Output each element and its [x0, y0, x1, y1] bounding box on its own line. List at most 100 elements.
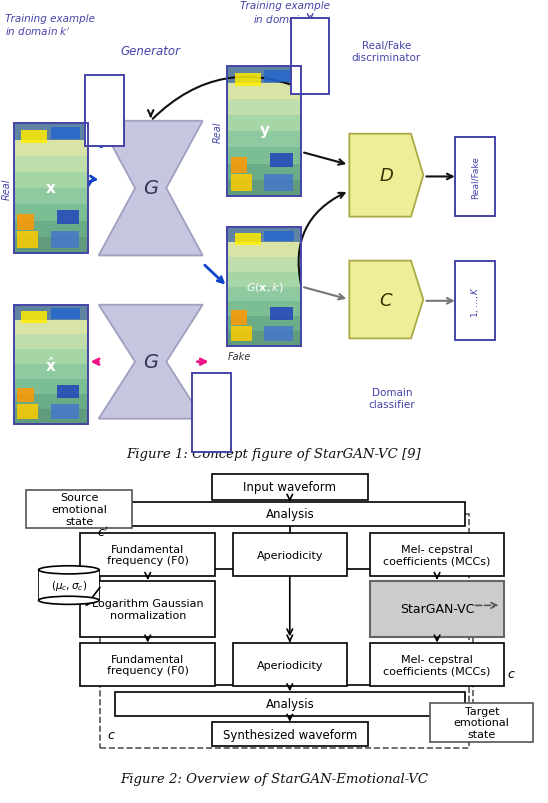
- Text: $c$: $c$: [107, 728, 116, 741]
- Text: Fake: Fake: [227, 352, 250, 362]
- FancyBboxPatch shape: [85, 75, 124, 147]
- Bar: [231, 175, 252, 191]
- Bar: [227, 116, 301, 132]
- Text: Training example
in domain $k'$: Training example in domain $k'$: [5, 14, 95, 38]
- Polygon shape: [350, 135, 424, 218]
- Text: Fundamental
frequency (F0): Fundamental frequency (F0): [107, 544, 189, 565]
- Text: $(\mu_c,\sigma_c)$: $(\mu_c,\sigma_c)$: [51, 578, 87, 593]
- FancyBboxPatch shape: [233, 643, 346, 686]
- Bar: [235, 234, 261, 246]
- Bar: [14, 410, 88, 424]
- Text: Fundamental
frequency (F0): Fundamental frequency (F0): [107, 654, 189, 675]
- Bar: [231, 327, 252, 342]
- Bar: [14, 350, 88, 365]
- Ellipse shape: [38, 597, 99, 605]
- Text: $c'$: $c'$: [97, 524, 109, 539]
- Bar: [227, 243, 301, 258]
- Text: Mel- cepstral
coefficients (MCCs): Mel- cepstral coefficients (MCCs): [384, 544, 491, 565]
- Bar: [18, 214, 33, 230]
- Text: Mel- cepstral
coefficients (MCCs): Mel- cepstral coefficients (MCCs): [384, 654, 491, 675]
- Bar: [227, 228, 301, 347]
- FancyBboxPatch shape: [115, 503, 465, 526]
- Bar: [227, 67, 301, 197]
- Text: Source
emotional
state: Source emotional state: [52, 493, 107, 526]
- FancyBboxPatch shape: [291, 18, 329, 96]
- Bar: [14, 394, 88, 410]
- Bar: [265, 71, 294, 83]
- FancyBboxPatch shape: [233, 534, 346, 577]
- Text: Synthesized waveform: Synthesized waveform: [222, 728, 357, 740]
- Bar: [14, 141, 88, 157]
- Bar: [50, 231, 79, 248]
- Bar: [227, 332, 301, 347]
- Text: $G(\mathbf{x},k)$: $G(\mathbf{x},k)$: [246, 281, 283, 294]
- Bar: [14, 305, 88, 320]
- Bar: [18, 231, 38, 248]
- Bar: [14, 124, 88, 254]
- Text: $G$: $G$: [142, 180, 159, 198]
- Bar: [14, 173, 88, 189]
- Text: Real: Real: [213, 121, 222, 143]
- Polygon shape: [99, 305, 203, 419]
- Bar: [227, 317, 301, 332]
- Bar: [56, 385, 79, 398]
- Bar: [227, 100, 301, 116]
- Bar: [18, 389, 33, 403]
- Text: Input waveform: Input waveform: [243, 481, 336, 494]
- Text: Real/Fake
discriminator: Real/Fake discriminator: [352, 41, 421, 63]
- Text: $D$: $D$: [379, 167, 394, 185]
- Bar: [21, 312, 47, 323]
- Text: $C$: $C$: [379, 291, 393, 309]
- Bar: [270, 308, 293, 320]
- Bar: [227, 132, 301, 148]
- Text: domain $k$: domain $k$: [305, 35, 316, 79]
- Text: Target
emotional
state: Target emotional state: [454, 706, 510, 739]
- Bar: [227, 148, 301, 165]
- FancyBboxPatch shape: [26, 491, 132, 528]
- Bar: [14, 238, 88, 254]
- Bar: [231, 311, 247, 325]
- Polygon shape: [99, 121, 203, 256]
- FancyBboxPatch shape: [115, 691, 465, 715]
- FancyBboxPatch shape: [430, 703, 533, 742]
- Text: domain $k$: domain $k$: [99, 89, 110, 133]
- Ellipse shape: [38, 566, 99, 574]
- Bar: [14, 380, 88, 394]
- Text: Aperiodicity: Aperiodicity: [256, 550, 323, 560]
- Bar: [56, 211, 79, 225]
- FancyBboxPatch shape: [455, 137, 495, 217]
- FancyBboxPatch shape: [81, 581, 215, 637]
- Bar: [14, 305, 88, 424]
- Bar: [227, 287, 301, 302]
- Bar: [14, 222, 88, 238]
- Text: Aperiodicity: Aperiodicity: [256, 660, 323, 670]
- Text: Domain
classifier: Domain classifier: [368, 388, 415, 410]
- Bar: [38, 570, 99, 601]
- Bar: [14, 365, 88, 380]
- Text: $c$: $c$: [506, 666, 515, 680]
- Bar: [227, 272, 301, 287]
- Bar: [265, 175, 293, 191]
- Bar: [50, 309, 81, 320]
- Bar: [50, 128, 81, 140]
- Bar: [14, 157, 88, 173]
- Bar: [21, 131, 47, 144]
- FancyBboxPatch shape: [370, 581, 504, 637]
- Bar: [265, 231, 294, 242]
- FancyBboxPatch shape: [370, 643, 504, 686]
- Bar: [14, 335, 88, 350]
- Bar: [227, 181, 301, 197]
- Text: Analysis: Analysis: [265, 507, 314, 521]
- Bar: [14, 189, 88, 205]
- Text: domain $k'$: domain $k'$: [206, 389, 217, 436]
- Text: $1, \ldots, K$: $1, \ldots, K$: [470, 285, 481, 318]
- Bar: [265, 327, 293, 342]
- FancyBboxPatch shape: [370, 534, 504, 577]
- Text: $\mathbf{y}$: $\mathbf{y}$: [259, 124, 270, 140]
- Bar: [270, 154, 293, 168]
- Bar: [14, 320, 88, 335]
- Bar: [14, 205, 88, 221]
- Text: Logarithm Gaussian
normalization: Logarithm Gaussian normalization: [92, 598, 203, 620]
- Text: Figure 2: Overview of StarGAN-Emotional-VC: Figure 2: Overview of StarGAN-Emotional-…: [120, 772, 428, 785]
- Text: Training example
in domain $k$: Training example in domain $k$: [240, 1, 330, 25]
